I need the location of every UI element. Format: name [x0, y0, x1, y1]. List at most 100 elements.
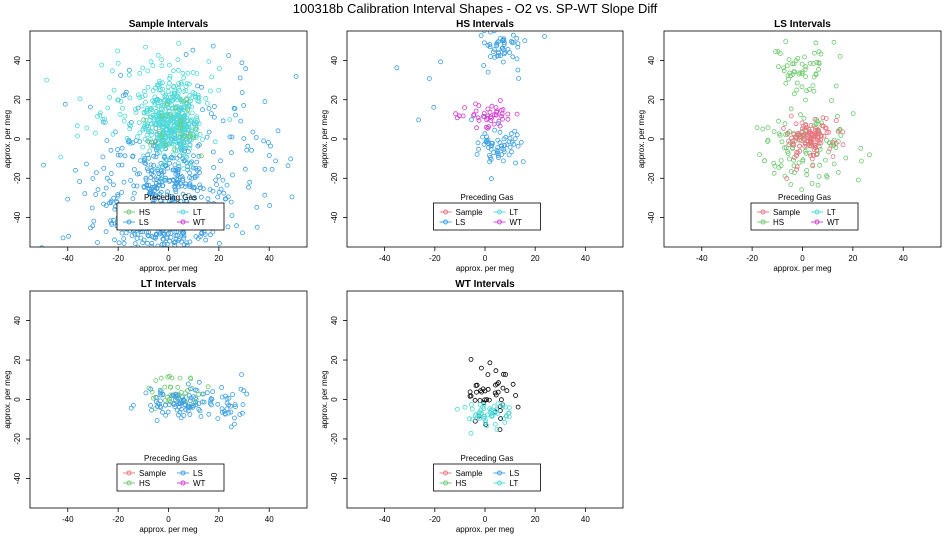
point-LT	[180, 70, 186, 76]
point-LS	[186, 393, 192, 398]
point-LS	[474, 151, 480, 157]
point-LS	[155, 404, 160, 409]
point-HS	[790, 61, 795, 67]
point-Sample	[823, 116, 829, 121]
point-Sample	[788, 113, 794, 119]
point-LS	[145, 240, 150, 246]
point-LT	[137, 95, 143, 100]
point-HS	[802, 54, 807, 60]
point-LS	[240, 410, 245, 416]
point-HS	[786, 57, 792, 62]
point-LS	[510, 32, 516, 38]
x-tick-label: 20	[531, 254, 540, 263]
point-HS	[153, 378, 159, 383]
point-LS	[269, 166, 275, 172]
legend-box	[750, 202, 859, 231]
point-LT	[189, 110, 195, 116]
point-LT	[186, 124, 191, 130]
point-LS	[121, 241, 127, 246]
legend-entry-LT: LT	[193, 208, 202, 217]
point-HS	[177, 122, 183, 128]
point-LT	[487, 406, 493, 412]
panel-title: LS Intervals	[774, 19, 831, 30]
point-LS	[119, 162, 125, 168]
point-LT	[153, 109, 159, 114]
point-LS	[219, 394, 225, 400]
point-LT	[154, 122, 160, 127]
point-LS	[151, 177, 157, 183]
point-HS	[838, 133, 844, 138]
point-WT	[475, 115, 481, 121]
point-LS	[484, 137, 490, 143]
point-LT	[179, 150, 185, 156]
point-LS	[91, 218, 97, 224]
point-LS	[156, 170, 162, 176]
legend-swatch-point	[126, 209, 132, 215]
point-LS	[194, 188, 200, 194]
point-HS	[804, 88, 809, 94]
point-HS	[833, 145, 839, 151]
point-LT	[187, 142, 193, 148]
point-LS	[501, 47, 507, 53]
point-HS	[811, 88, 817, 94]
point-LS	[143, 390, 149, 396]
point-HS	[791, 157, 796, 163]
point-HS	[850, 111, 856, 116]
point-WT	[499, 111, 505, 117]
point-LS	[126, 67, 132, 73]
point-LT	[127, 95, 133, 101]
point-LS	[101, 191, 107, 197]
point-WT	[494, 109, 500, 115]
point-LT	[115, 60, 121, 66]
point-LS	[191, 153, 196, 159]
point-HS	[185, 107, 191, 113]
point-LT	[140, 65, 146, 71]
point-LT	[167, 123, 173, 129]
point-LS	[77, 179, 82, 184]
point-LS	[476, 146, 481, 152]
point-LS	[200, 107, 205, 113]
point-LS	[250, 129, 256, 135]
point-LT	[161, 117, 167, 122]
point-LS	[208, 111, 214, 116]
point-Sample	[781, 125, 786, 131]
point-LS	[159, 178, 165, 184]
point-HS	[771, 160, 777, 166]
point-LS	[198, 185, 204, 191]
point-LT	[206, 59, 212, 64]
point-WT	[471, 112, 477, 117]
point-LS	[103, 185, 109, 191]
point-LS	[492, 127, 498, 133]
point-LS	[488, 176, 494, 182]
y-tick-label: 0	[330, 397, 339, 402]
point-Sample	[803, 128, 808, 133]
point-LT	[196, 99, 202, 105]
point-LS	[101, 165, 107, 171]
point-LS	[122, 153, 128, 159]
point-Sample	[815, 137, 821, 143]
point-HS	[760, 126, 766, 132]
point-LT	[185, 70, 191, 76]
point-LS	[495, 49, 501, 55]
point-LT	[166, 157, 172, 162]
point-LT	[152, 102, 158, 108]
point-LS	[84, 161, 89, 167]
point-LS	[141, 158, 147, 164]
point-LT	[165, 88, 171, 94]
point-LS	[495, 145, 501, 151]
point-LS	[147, 191, 153, 197]
point-LT	[168, 102, 174, 108]
point-LT	[212, 139, 218, 145]
point-LS	[119, 145, 125, 151]
legend-title: Preceding Gas	[461, 193, 514, 202]
point-LS	[180, 397, 186, 403]
point-LT	[178, 145, 184, 151]
legend-title: Preceding Gas	[144, 193, 197, 202]
x-tick-label: 0	[800, 254, 805, 263]
point-HS	[765, 125, 771, 130]
point-LT	[126, 122, 132, 127]
point-LS	[148, 249, 152, 253]
point-LS	[205, 196, 211, 202]
point-LS	[204, 390, 210, 396]
legend-swatch-point	[497, 480, 502, 486]
